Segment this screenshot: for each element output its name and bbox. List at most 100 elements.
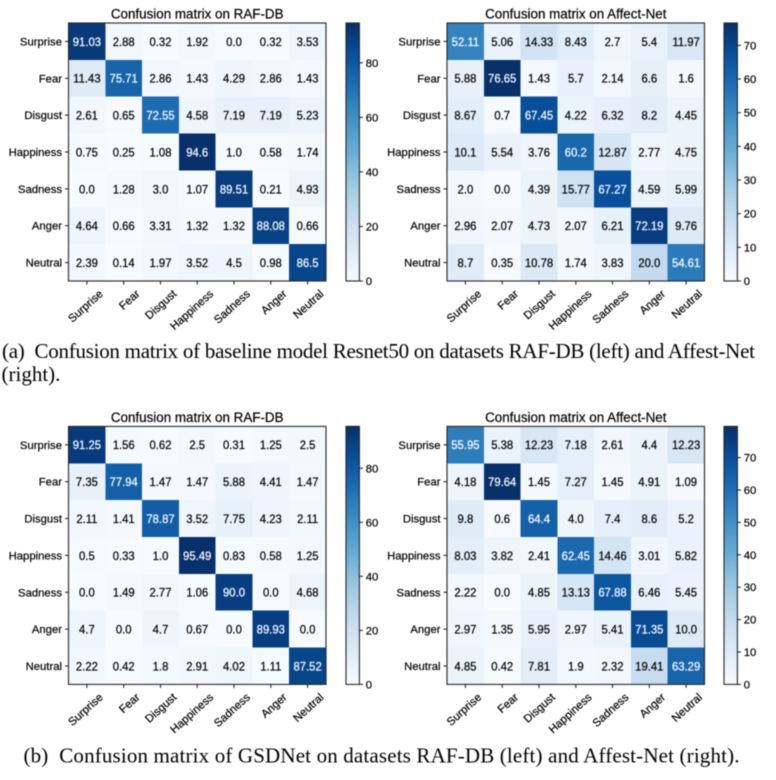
svg-text:7.18: 7.18 — [565, 438, 587, 453]
svg-text:80: 80 — [366, 58, 379, 70]
svg-text:Confusion matrix on RAF-DB: Confusion matrix on RAF-DB — [111, 7, 284, 22]
svg-text:0.0: 0.0 — [226, 622, 242, 637]
svg-text:1.97: 1.97 — [150, 256, 172, 271]
svg-text:4.22: 4.22 — [565, 108, 587, 123]
svg-text:1.45: 1.45 — [602, 475, 624, 490]
svg-text:11.97: 11.97 — [672, 34, 699, 49]
svg-text:2.77: 2.77 — [638, 145, 660, 160]
svg-text:14.46: 14.46 — [598, 548, 627, 563]
svg-text:2.61: 2.61 — [602, 438, 624, 453]
svg-text:1.47: 1.47 — [186, 475, 208, 490]
svg-text:67.27: 67.27 — [598, 182, 626, 197]
svg-text:8.03: 8.03 — [454, 548, 476, 563]
svg-text:20.0: 20.0 — [638, 256, 660, 271]
svg-text:Anger: Anger — [410, 221, 440, 233]
svg-text:4.58: 4.58 — [186, 108, 208, 123]
svg-text:Confusion matrix on Affect-Net: Confusion matrix on Affect-Net — [485, 410, 667, 425]
svg-text:2.91: 2.91 — [186, 659, 208, 674]
svg-text:Neutral: Neutral — [404, 258, 440, 270]
svg-text:63.29: 63.29 — [672, 659, 700, 674]
svg-text:0: 0 — [744, 276, 750, 288]
svg-text:2.86: 2.86 — [260, 71, 282, 86]
svg-text:40: 40 — [744, 141, 757, 153]
svg-text:0.0: 0.0 — [79, 182, 95, 197]
svg-text:Anger: Anger — [410, 624, 440, 636]
svg-text:0.42: 0.42 — [113, 659, 135, 674]
svg-text:3.0: 3.0 — [153, 182, 169, 197]
svg-text:Surprise: Surprise — [20, 36, 62, 48]
svg-text:10: 10 — [744, 242, 757, 254]
svg-text:64.4: 64.4 — [528, 511, 550, 526]
svg-text:4.18: 4.18 — [454, 475, 476, 490]
svg-text:4.85: 4.85 — [528, 585, 550, 600]
svg-text:4.75: 4.75 — [675, 145, 697, 160]
svg-text:1.47: 1.47 — [297, 475, 319, 490]
svg-text:1.47: 1.47 — [150, 475, 172, 490]
svg-text:4.68: 4.68 — [297, 585, 319, 600]
svg-text:3.52: 3.52 — [186, 256, 208, 271]
svg-text:10.0: 10.0 — [675, 622, 697, 637]
svg-text:90.0: 90.0 — [223, 585, 245, 600]
svg-text:11.43: 11.43 — [73, 71, 101, 86]
svg-text:0.75: 0.75 — [76, 145, 98, 160]
svg-text:7.19: 7.19 — [260, 108, 282, 123]
svg-text:10.1: 10.1 — [454, 145, 476, 160]
svg-text:5.4: 5.4 — [641, 34, 657, 49]
svg-text:1.92: 1.92 — [186, 34, 208, 49]
svg-text:6.32: 6.32 — [602, 108, 624, 123]
svg-text:0.21: 0.21 — [260, 182, 282, 197]
svg-text:0.31: 0.31 — [223, 438, 245, 453]
svg-text:91.25: 91.25 — [73, 438, 102, 453]
svg-text:94.6: 94.6 — [186, 145, 208, 160]
svg-text:2.41: 2.41 — [528, 548, 550, 563]
svg-text:8.6: 8.6 — [641, 511, 657, 526]
svg-text:4.5: 4.5 — [226, 256, 242, 271]
svg-text:54.61: 54.61 — [672, 256, 700, 271]
svg-text:55.95: 55.95 — [451, 438, 480, 453]
svg-text:88.08: 88.08 — [257, 219, 286, 234]
svg-text:0.0: 0.0 — [79, 585, 95, 600]
svg-text:60: 60 — [744, 74, 757, 86]
svg-text:79.64: 79.64 — [488, 475, 517, 490]
svg-text:4.7: 4.7 — [79, 622, 95, 637]
svg-text:5.99: 5.99 — [675, 182, 697, 197]
svg-text:2.14: 2.14 — [602, 71, 624, 86]
svg-text:2.97: 2.97 — [454, 622, 476, 637]
svg-text:4.7: 4.7 — [153, 622, 169, 637]
svg-text:0.83: 0.83 — [223, 548, 245, 563]
svg-text:(b) Confusion matrix of GSDNe: (b) Confusion matrix of GSDNet on datase… — [24, 744, 740, 768]
svg-text:40: 40 — [744, 550, 757, 562]
svg-text:0.58: 0.58 — [260, 145, 282, 160]
svg-text:0.6: 0.6 — [494, 511, 510, 526]
svg-text:60.2: 60.2 — [565, 145, 587, 160]
svg-text:3.82: 3.82 — [491, 548, 513, 563]
svg-text:13.13: 13.13 — [562, 585, 591, 600]
svg-text:2.22: 2.22 — [76, 659, 98, 674]
svg-text:0.0: 0.0 — [494, 182, 510, 197]
svg-text:80: 80 — [366, 463, 379, 475]
svg-text:60: 60 — [366, 112, 379, 124]
svg-text:1.35: 1.35 — [491, 622, 513, 637]
svg-text:5.23: 5.23 — [297, 108, 319, 123]
svg-text:20: 20 — [744, 615, 757, 627]
svg-text:0: 0 — [366, 276, 372, 288]
svg-text:4.64: 4.64 — [76, 219, 98, 234]
svg-text:4.93: 4.93 — [297, 182, 319, 197]
svg-text:0: 0 — [744, 679, 750, 691]
svg-text:0.0: 0.0 — [300, 622, 316, 637]
svg-text:5.88: 5.88 — [454, 71, 476, 86]
svg-text:4.59: 4.59 — [638, 182, 660, 197]
svg-text:2.11: 2.11 — [297, 511, 318, 526]
svg-text:67.88: 67.88 — [598, 585, 627, 600]
svg-text:95.49: 95.49 — [183, 548, 211, 563]
svg-text:1.43: 1.43 — [528, 71, 550, 86]
svg-text:50: 50 — [744, 517, 757, 529]
svg-text:0.66: 0.66 — [297, 219, 319, 234]
svg-text:2.07: 2.07 — [491, 219, 513, 234]
svg-text:9.8: 9.8 — [458, 511, 474, 526]
svg-text:5.88: 5.88 — [223, 475, 245, 490]
svg-text:5.41: 5.41 — [602, 622, 624, 637]
svg-text:72.19: 72.19 — [635, 219, 663, 234]
svg-text:0.58: 0.58 — [260, 548, 282, 563]
svg-text:2.32: 2.32 — [602, 659, 624, 674]
